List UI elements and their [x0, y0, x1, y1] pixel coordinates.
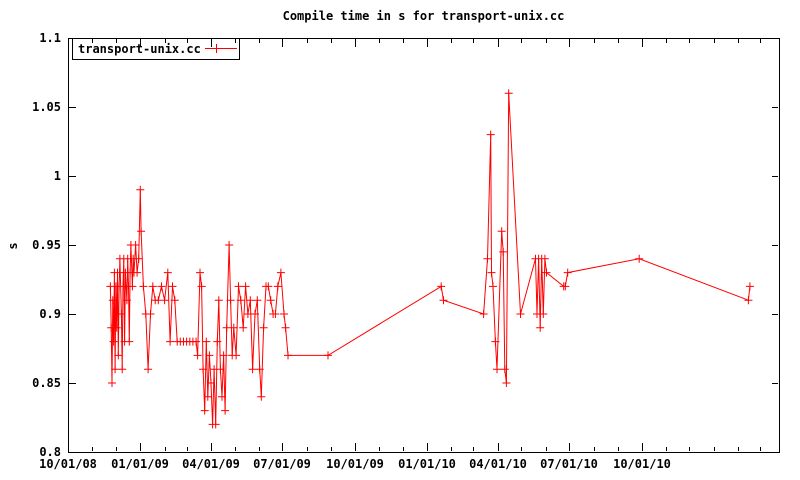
x-tick-label: 07/01/10	[540, 457, 598, 471]
chart-title: Compile time in s for transport-unix.cc	[282, 9, 565, 23]
y-tick-label: 1.1	[39, 31, 61, 45]
x-tick-label: 01/01/09	[111, 457, 169, 471]
y-tick-label: 0.85	[32, 376, 61, 390]
legend-box	[72, 38, 240, 60]
y-tick-label: 1	[54, 169, 61, 183]
x-tick-label: 07/01/09	[253, 457, 311, 471]
legend-line-sample	[205, 44, 237, 53]
y-tick-label: 1.05	[32, 100, 61, 114]
plot-border	[68, 38, 780, 453]
x-tick-label: 04/01/09	[182, 457, 240, 471]
x-tick-label: 04/01/10	[469, 457, 527, 471]
y-tick-label: 0.8	[39, 445, 61, 459]
x-tick-label: 10/01/08	[39, 457, 97, 471]
x-tick-label: 10/01/09	[326, 457, 384, 471]
y-tick-label: 0.9	[39, 307, 61, 321]
legend-label: transport-unix.cc	[78, 42, 201, 56]
series-line	[109, 93, 751, 425]
x-tick-label: 01/01/10	[398, 457, 456, 471]
y-tick-label: 0.95	[32, 238, 61, 252]
data-point-markers	[106, 89, 754, 429]
x-tick-label: 10/01/10	[613, 457, 671, 471]
